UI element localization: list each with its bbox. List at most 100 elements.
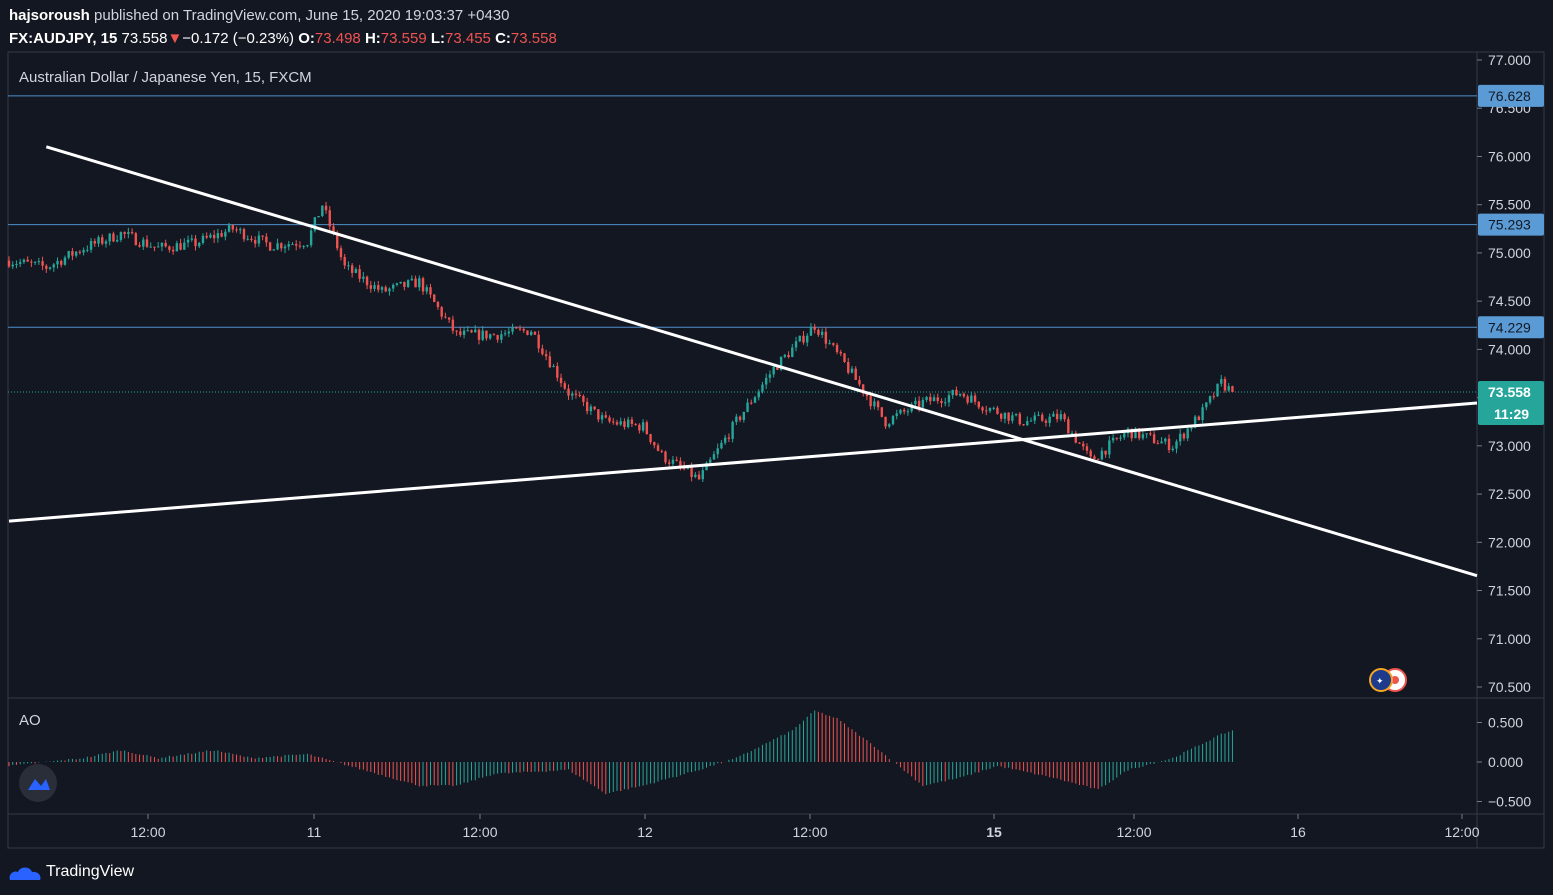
time-tick-label: 11 [307, 824, 322, 840]
candle [362, 276, 365, 279]
candle [265, 236, 268, 243]
candle [690, 466, 693, 478]
candle [858, 379, 861, 385]
candle [615, 422, 619, 425]
candle [1067, 419, 1070, 434]
candle [112, 233, 115, 242]
candle [1205, 402, 1208, 408]
candle [309, 230, 313, 246]
candle [1018, 413, 1022, 425]
candle [899, 409, 902, 414]
candle [720, 442, 723, 449]
candle [873, 401, 876, 407]
candle [201, 235, 205, 244]
candle [466, 330, 469, 332]
candle [537, 334, 540, 349]
candle [313, 217, 317, 231]
candle [951, 389, 954, 396]
candle [1220, 378, 1223, 384]
candle [496, 335, 499, 340]
candle [1137, 428, 1141, 439]
candle [30, 261, 33, 263]
candle [317, 216, 320, 218]
candle [1208, 396, 1212, 403]
footer-brand[interactable]: TradingView [8, 860, 134, 884]
candle [645, 422, 649, 435]
candle [503, 333, 507, 335]
candle [276, 243, 279, 250]
candle [220, 233, 223, 237]
candle [679, 460, 682, 467]
candle [612, 421, 615, 423]
candle [257, 235, 261, 244]
candle [880, 407, 884, 417]
last-price-label: 73.558 [1488, 384, 1531, 400]
hline-price-badge [1478, 316, 1544, 339]
candle [22, 259, 26, 263]
candle [764, 377, 768, 385]
flag-icons[interactable]: ✦ [1369, 668, 1407, 692]
candle [127, 232, 130, 235]
candle [343, 257, 346, 266]
candle [425, 287, 428, 292]
candle [869, 396, 872, 407]
candle [71, 251, 74, 256]
candle [1216, 383, 1219, 397]
candle [660, 450, 663, 452]
ao-tick-label: 0.500 [1488, 715, 1523, 731]
candle [231, 225, 234, 230]
candle [410, 278, 414, 281]
time-tick-label: 12:00 [462, 824, 497, 840]
candle [48, 267, 52, 269]
candle [488, 334, 492, 339]
candle [776, 366, 779, 370]
author-name[interactable]: hajsoroush [9, 7, 90, 24]
candle [925, 396, 928, 400]
candle [981, 407, 984, 411]
candle [940, 400, 943, 404]
candle [1160, 441, 1163, 444]
candle [891, 416, 895, 425]
candle [988, 408, 992, 411]
candle [7, 260, 11, 267]
candle [1063, 414, 1066, 420]
candle [115, 239, 119, 242]
candle [384, 287, 387, 292]
candle [183, 242, 186, 250]
candle [668, 462, 671, 464]
open-value: 73.498 [314, 30, 361, 47]
candle [1111, 437, 1115, 441]
candle [388, 288, 391, 292]
candle [705, 462, 708, 471]
candle [298, 245, 302, 247]
candle [380, 287, 384, 290]
australia-flag-icon[interactable] [1369, 668, 1393, 692]
candle [242, 229, 246, 240]
candle [339, 248, 343, 258]
tradingview-logo-button[interactable] [19, 764, 57, 802]
tradingview-cloud-icon [28, 779, 50, 790]
candle [1078, 442, 1081, 444]
candle [903, 409, 906, 412]
high-label: H: [364, 30, 381, 47]
candle [97, 237, 100, 244]
candle [958, 393, 962, 396]
symbol-label: FX:AUDJPY, 15 [9, 30, 118, 47]
candle [630, 419, 634, 424]
candle [212, 234, 216, 239]
candle [168, 246, 171, 250]
candle [1115, 437, 1119, 439]
candle [791, 347, 794, 358]
publish-info: hajsoroush published on TradingView.com,… [9, 7, 510, 24]
price-tick-label: 74.000 [1488, 341, 1531, 357]
candle [436, 301, 440, 308]
price-tick-label: 71.000 [1488, 631, 1531, 647]
ao-axis[interactable]: 0.500 0.000 −0.500 [1477, 715, 1531, 810]
time-tick-label: 12:00 [130, 824, 165, 840]
time-axis[interactable]: 12:00 11 12:00 12 12:00 15 12:00 16 12:00 [130, 814, 1480, 840]
candle [694, 474, 697, 478]
price-tick-label: 71.500 [1488, 583, 1531, 599]
candle [761, 384, 764, 392]
candle [548, 356, 552, 368]
